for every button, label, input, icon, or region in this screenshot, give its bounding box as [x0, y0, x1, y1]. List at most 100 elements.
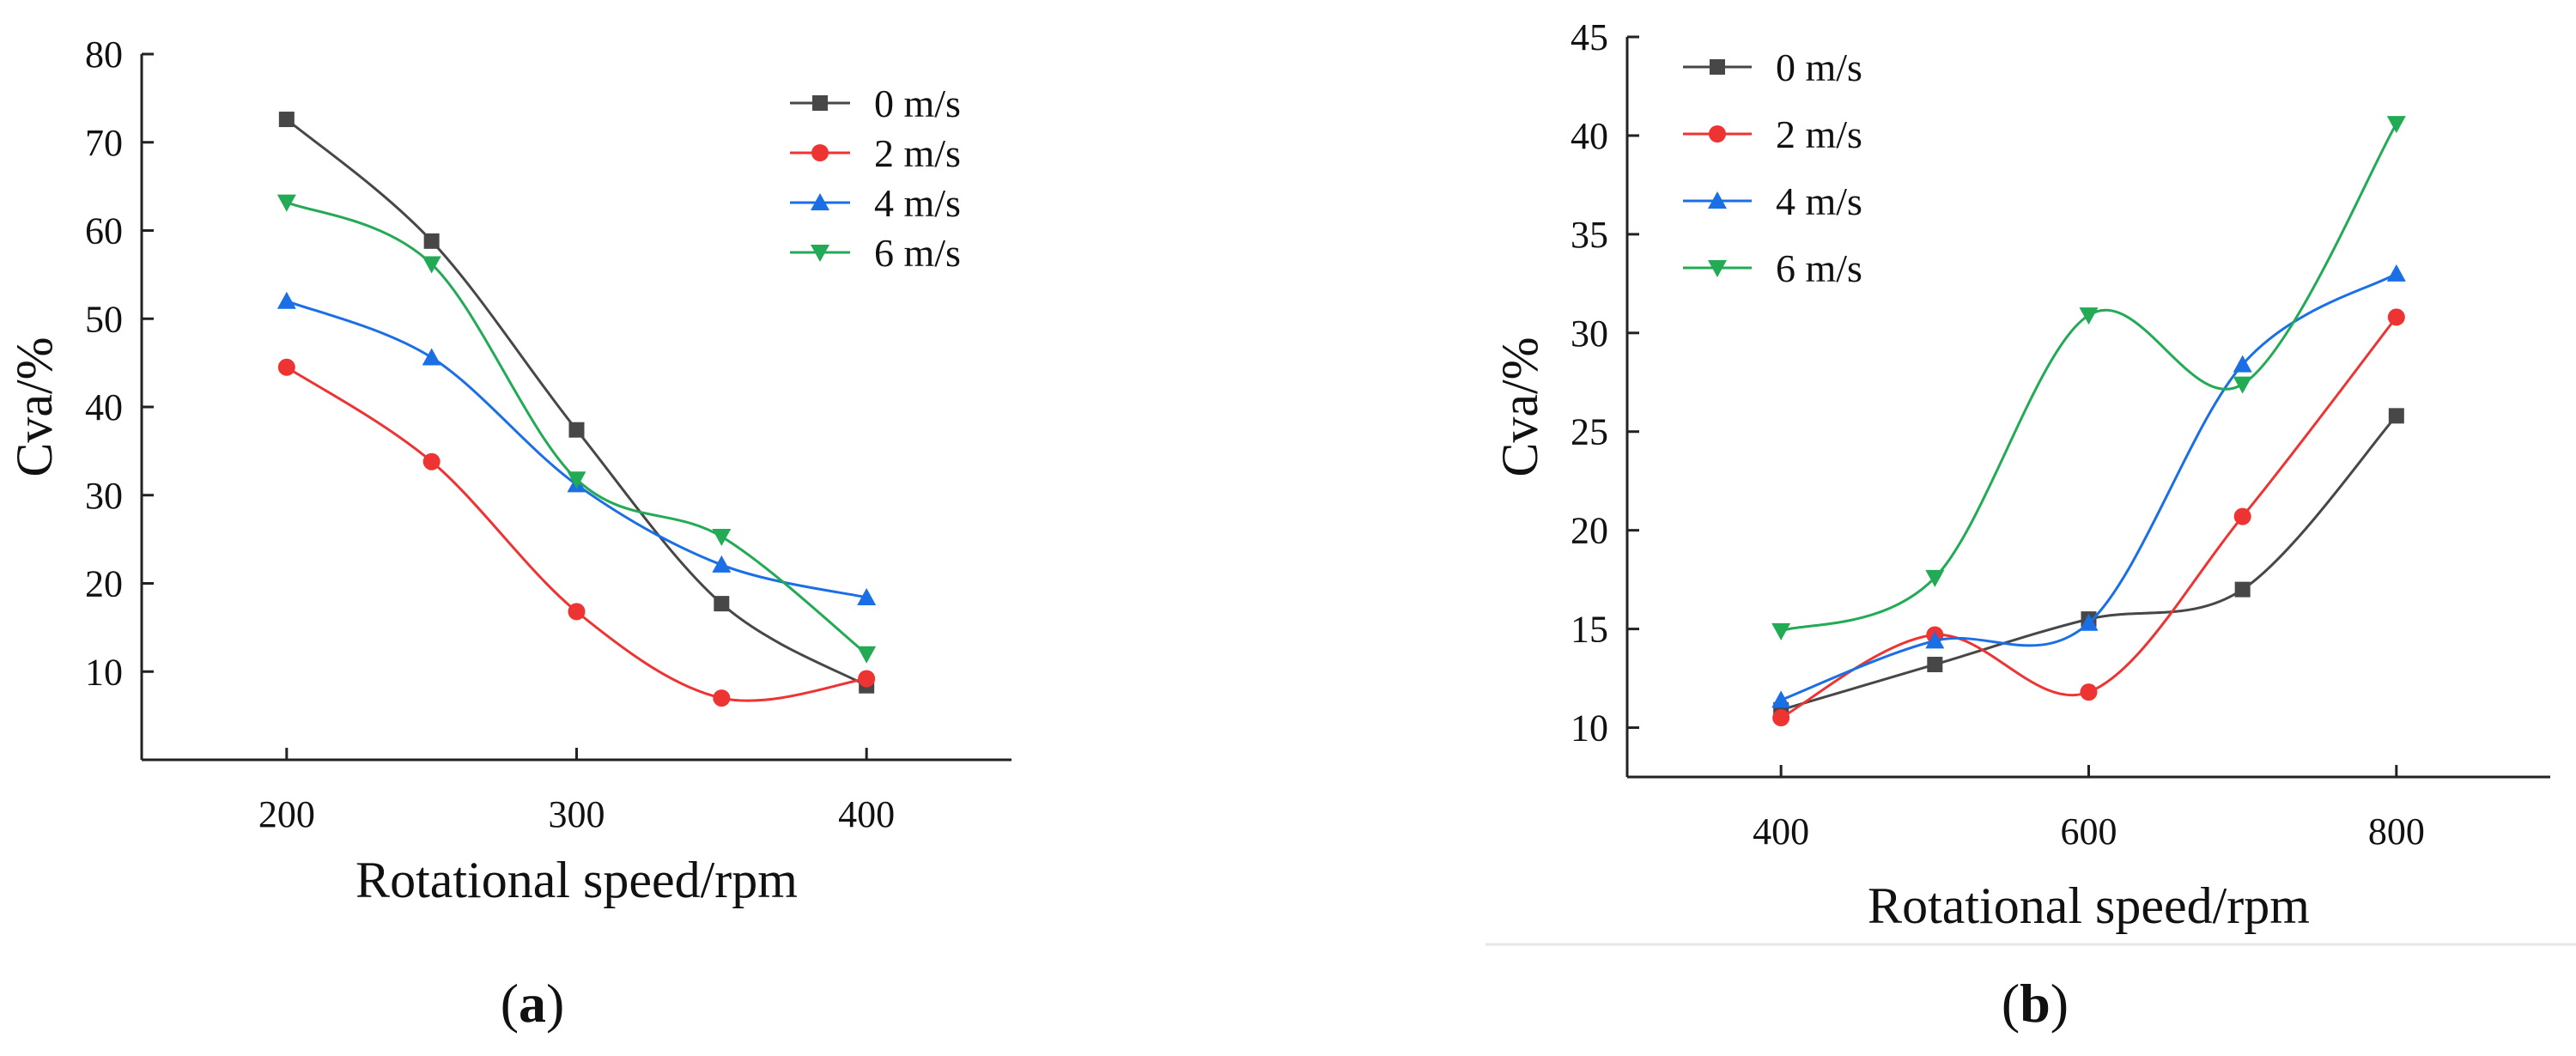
- x-axis-title-a: Rotational speed/rpm: [355, 852, 798, 908]
- y-tick-label-a: 10: [85, 651, 123, 693]
- data-point-b-3: [2386, 116, 2406, 134]
- series-a-3: [276, 194, 877, 664]
- y-axis-title-a: Cva/%: [6, 337, 63, 476]
- series-a-2: [276, 291, 877, 605]
- panel-label-a: (a): [501, 973, 565, 1034]
- data-point-b-2: [1925, 631, 1945, 649]
- legend-marker-a-3: [811, 245, 829, 262]
- data-point-b-3: [2079, 307, 2099, 325]
- data-point-b-1: [2387, 308, 2405, 326]
- data-point-a-2: [276, 291, 296, 309]
- legend-entry-a-3: 6 m/s: [790, 231, 961, 275]
- data-point-b-3: [1771, 622, 1791, 640]
- y-tick-label-b: 25: [1571, 411, 1608, 453]
- series-line-b-2: [1780, 272, 2397, 701]
- data-point-b-2: [2386, 264, 2406, 282]
- x-tick-label-b: 400: [1753, 810, 1809, 853]
- legend-label-a-2: 4 m/s: [874, 181, 961, 225]
- data-point-b-2: [1771, 690, 1791, 708]
- data-point-a-2: [857, 587, 877, 605]
- data-point-a-0: [278, 112, 295, 128]
- series-b-3: [1771, 116, 2406, 640]
- data-point-a-0: [423, 233, 440, 249]
- series-line-a-0: [285, 118, 867, 687]
- x-tick-label-b: 600: [2061, 810, 2117, 853]
- data-point-a-2: [422, 348, 441, 366]
- legend-marker-b-3: [1708, 260, 1727, 277]
- legend-label-a-1: 2 m/s: [874, 131, 961, 175]
- data-point-b-0: [2234, 581, 2251, 598]
- legend-label-b-1: 2 m/s: [1776, 112, 1862, 156]
- data-point-a-2: [712, 555, 732, 573]
- legend-marker-a-2: [811, 193, 829, 210]
- legend-marker-a-0: [812, 95, 828, 111]
- y-tick-label-a: 50: [85, 298, 123, 340]
- series-line-b-1: [1780, 316, 2398, 719]
- data-point-a-1: [277, 358, 295, 376]
- x-tick-label-b: 800: [2368, 810, 2425, 853]
- legend-label-b-3: 6 m/s: [1776, 246, 1862, 290]
- series-line-a-1: [286, 366, 867, 702]
- panel-label-b: (b): [2002, 973, 2069, 1034]
- y-tick-label-b: 45: [1571, 16, 1608, 58]
- y-tick-label-b: 15: [1571, 609, 1608, 651]
- y-tick-label-b: 35: [1571, 214, 1608, 256]
- x-tick-label-a: 300: [549, 793, 605, 835]
- legend-entry-b-3: 6 m/s: [1683, 246, 1862, 290]
- y-tick-label-b: 40: [1571, 115, 1608, 157]
- series-line-b-0: [1780, 415, 2397, 712]
- y-tick-label-a: 80: [85, 33, 123, 76]
- legend-marker-b-2: [1708, 191, 1727, 209]
- chart-panel-b: 10 15 20 25 30 35 40 45 400 600 800 Rotational spee…: [1492, 16, 2550, 934]
- y-tick-label-a: 30: [85, 475, 123, 517]
- legend-label-a-0: 0 m/s: [874, 82, 961, 125]
- x-tick-label-a: 400: [838, 793, 895, 835]
- data-point-a-1: [568, 603, 586, 621]
- legend-marker-b-1: [1709, 125, 1726, 143]
- legend-entry-b-0: 0 m/s: [1683, 46, 1862, 89]
- data-point-a-0: [568, 422, 585, 438]
- legend-entry-a-2: 4 m/s: [790, 181, 961, 225]
- data-point-a-0: [714, 596, 730, 612]
- legend-label-b-2: 4 m/s: [1776, 179, 1862, 223]
- series-a-1: [277, 358, 876, 707]
- data-point-b-1: [1772, 709, 1790, 727]
- legend-label-b-0: 0 m/s: [1776, 46, 1862, 89]
- y-axis-title-b: Cva/%: [1492, 337, 1548, 476]
- y-tick-label-a: 70: [85, 122, 123, 164]
- y-tick-label-a: 60: [85, 210, 123, 252]
- data-point-b-3: [2233, 376, 2252, 394]
- legend-entry-b-1: 2 m/s: [1683, 112, 1862, 156]
- y-tick-label-b: 30: [1571, 313, 1608, 355]
- chart-panel-a: 10 20 30 40 50 60 70 80 200 300 400 Rotational spee…: [6, 33, 1012, 908]
- data-point-b-1: [2080, 683, 2098, 701]
- y-tick-label-b: 20: [1571, 510, 1608, 552]
- legend-label-a-3: 6 m/s: [874, 231, 961, 275]
- data-point-b-2: [2233, 355, 2252, 373]
- data-point-b-3: [1925, 569, 1945, 587]
- data-point-b-0: [2388, 408, 2404, 424]
- data-point-a-1: [858, 670, 876, 688]
- y-tick-label-a: 20: [85, 563, 123, 605]
- data-point-a-3: [276, 194, 296, 212]
- data-point-a-1: [713, 689, 731, 707]
- legend-marker-a-1: [811, 144, 829, 161]
- data-point-a-3: [567, 471, 586, 489]
- series-b-2: [1771, 264, 2406, 708]
- legend-marker-b-0: [1710, 59, 1725, 75]
- series-b-1: [1772, 308, 2405, 727]
- legend-entry-b-2: 4 m/s: [1683, 179, 1862, 223]
- y-tick-label-b: 10: [1571, 707, 1608, 750]
- x-axis-title-b: Rotational speed/rpm: [1868, 877, 2310, 934]
- data-point-a-1: [422, 452, 440, 470]
- data-point-a-3: [422, 256, 441, 274]
- x-tick-label-a: 200: [258, 793, 315, 835]
- data-point-b-1: [2233, 507, 2251, 525]
- legend-entry-a-0: 0 m/s: [790, 82, 961, 125]
- data-point-b-2: [2079, 613, 2099, 631]
- legend-entry-a-1: 2 m/s: [790, 131, 961, 175]
- series-b-0: [1773, 408, 2404, 718]
- series-line-a-2: [286, 300, 867, 599]
- data-point-a-3: [712, 529, 732, 547]
